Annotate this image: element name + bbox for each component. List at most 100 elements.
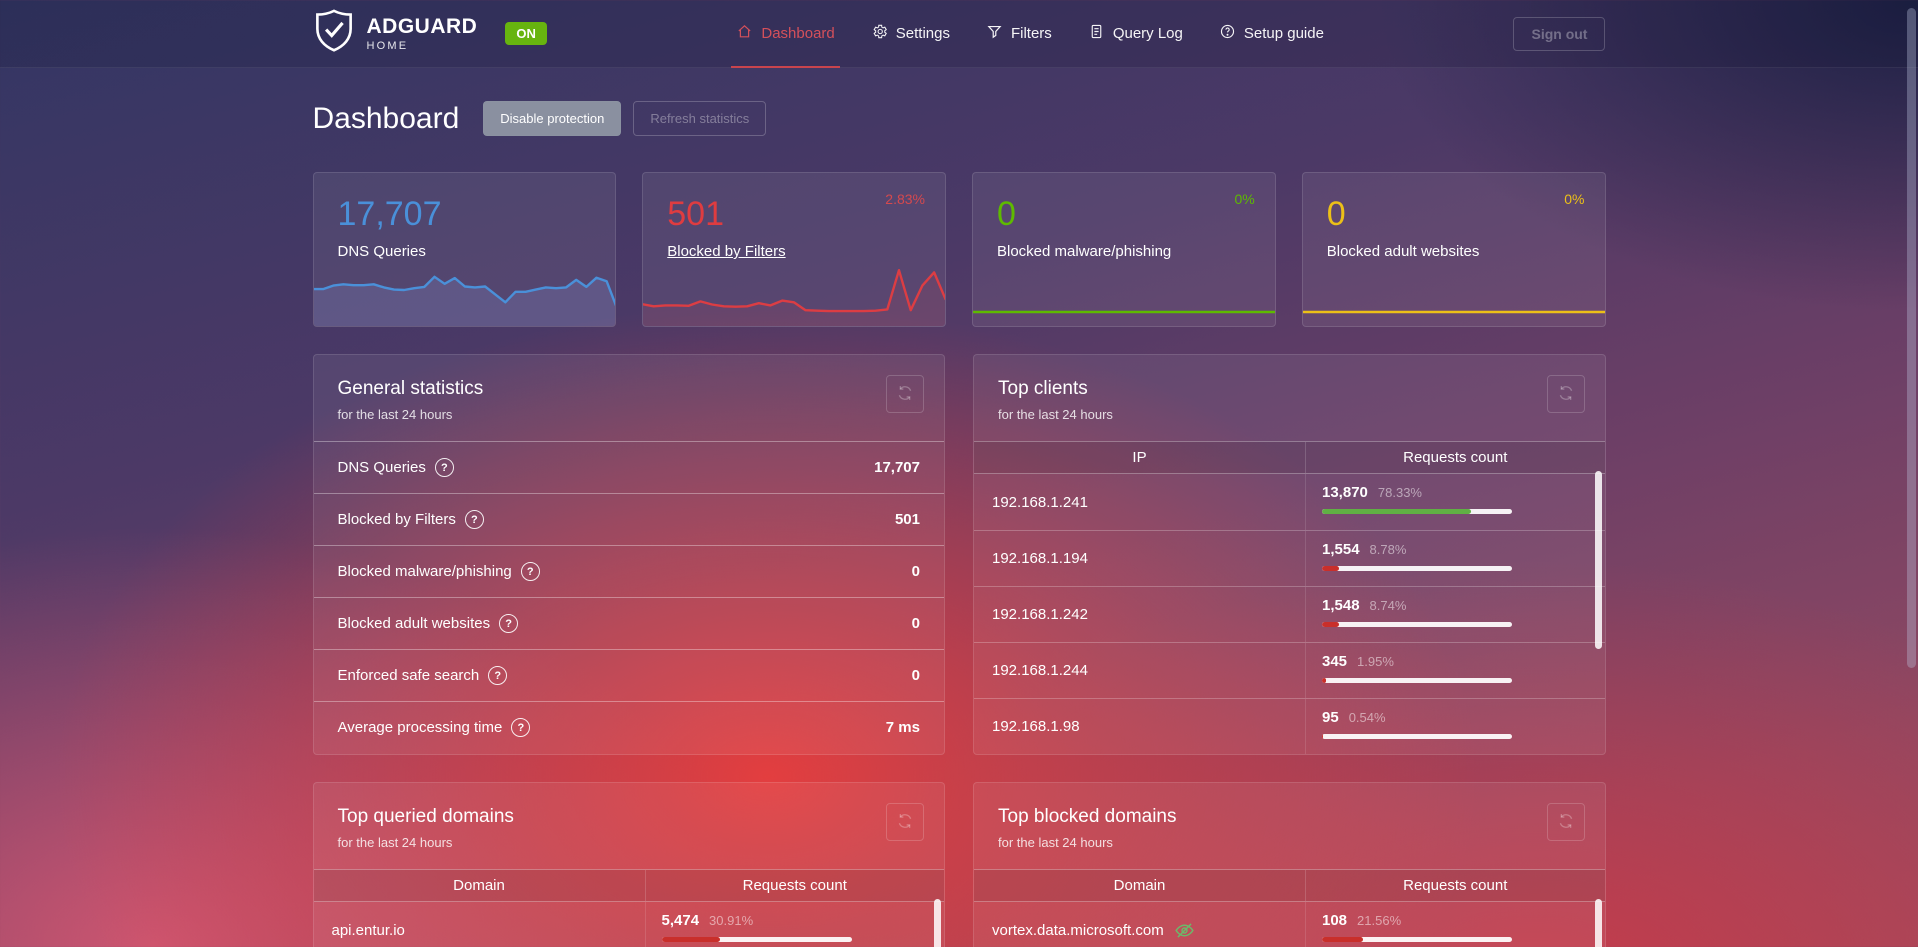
nav-item-label: Query Log [1112, 25, 1183, 42]
blocked-by-filters-link[interactable]: Blocked by Filters [667, 243, 786, 260]
requests-count: 95 [1322, 709, 1339, 726]
panel-title: Top blocked domains [998, 806, 1177, 827]
requests-percent: 1.95% [1357, 654, 1394, 669]
stat-label: Blocked malware/phishing [997, 243, 1172, 260]
panel-title: Top queried domains [337, 806, 514, 827]
card-blocked-by-filters: 501 Blocked by Filters 2.83% [642, 172, 946, 327]
panel-subtitle: for the last 24 hours [337, 835, 453, 850]
domain-name[interactable]: vortex.data.microsoft.com [992, 921, 1164, 939]
help-icon[interactable]: ? [520, 562, 540, 581]
refresh-statistics-button[interactable]: Refresh statistics [633, 101, 767, 136]
gear-icon [871, 23, 888, 44]
client-ip[interactable]: 192.168.1.241 [992, 493, 1088, 511]
card-blocked-adult: 0 Blocked adult websites 0% [1301, 172, 1606, 327]
requests-percent: 0.54% [1348, 710, 1386, 725]
top-blocked-domains-panel: Top blocked domains for the last 24 hour… [973, 782, 1606, 947]
stat-row-value: 0 [911, 667, 920, 684]
navbar: ADGUARD HOME ON Dashboard [0, 0, 1918, 68]
refresh-panel-button[interactable] [1546, 375, 1585, 413]
table-header: IP Requests count [974, 441, 1605, 474]
nav-item-settings[interactable]: Settings [871, 0, 950, 67]
stat-row-blocked-malware: Blocked malware/phishing? 0 [313, 545, 944, 597]
column-header-domain[interactable]: Domain [1113, 877, 1166, 894]
brand-name: ADGUARD [366, 14, 478, 38]
help-icon[interactable]: ? [511, 718, 531, 737]
requests-count: 108 [1322, 912, 1348, 929]
table-row: 192.168.1.242 1,548 8.74% [974, 586, 1605, 642]
nav-item-filters[interactable]: Filters [986, 0, 1052, 67]
panel-title: General statistics [337, 378, 484, 399]
table-scrollbar[interactable] [1594, 899, 1602, 947]
progress-bar [1322, 678, 1512, 683]
top-queried-domains-panel: Top queried domains for the last 24 hour… [312, 782, 945, 947]
help-icon[interactable]: ? [434, 458, 454, 477]
shield-logo-icon [313, 8, 355, 59]
home-icon [736, 23, 753, 44]
table-row: 192.168.1.98 95 0.54% [974, 698, 1605, 754]
adguard-home-brand[interactable]: ADGUARD HOME ON [313, 8, 547, 59]
refresh-panel-button[interactable] [1546, 803, 1585, 841]
stat-row-name: Blocked by Filters [337, 511, 456, 528]
stat-row-value: 0 [911, 563, 920, 580]
column-header-requests[interactable]: Requests count [644, 870, 945, 901]
stat-row-blocked-filters: Blocked by Filters? 501 [313, 493, 944, 545]
stat-value: 0 [1326, 195, 1346, 233]
disable-protection-button[interactable]: Disable protection [483, 101, 622, 136]
table-row: 192.168.1.241 13,870 78.33% [974, 474, 1605, 530]
column-header-ip[interactable]: IP [1132, 449, 1147, 466]
column-header-domain[interactable]: Domain [453, 877, 505, 894]
requests-count: 1,548 [1322, 597, 1360, 614]
document-icon [1088, 23, 1105, 44]
nav-menu: Dashboard Settings Filters [731, 0, 1324, 68]
stat-row-value: 7 ms [885, 719, 920, 736]
requests-percent: 30.91% [709, 913, 754, 928]
nav-item-label: Setup guide [1243, 25, 1324, 42]
panel-subtitle: for the last 24 hours [998, 407, 1113, 422]
refresh-panel-button[interactable] [886, 803, 924, 841]
stat-value: 17,707 [337, 195, 442, 233]
stat-row-value: 17,707 [874, 459, 920, 476]
stat-cards: 17,707 DNS Queries 501 Blocked by Filter… [312, 172, 1606, 327]
sign-out-button[interactable]: Sign out [1513, 16, 1606, 51]
progress-bar [1322, 622, 1512, 627]
requests-percent: 8.78% [1369, 542, 1407, 557]
progress-bar [661, 937, 852, 942]
refresh-panel-button[interactable] [886, 375, 924, 413]
eye-off-icon[interactable] [1174, 920, 1195, 941]
nav-item-label: Settings [895, 25, 950, 42]
table-scrollbar[interactable] [1594, 471, 1602, 649]
nav-item-query-log[interactable]: Query Log [1088, 0, 1183, 67]
domain-name[interactable]: api.entur.io [331, 921, 405, 939]
client-ip[interactable]: 192.168.1.98 [992, 718, 1080, 735]
top-clients-panel: Top clients for the last 24 hours IP Req… [973, 354, 1606, 755]
stat-row-safe-search: Enforced safe search? 0 [313, 649, 944, 701]
client-ip[interactable]: 192.168.1.242 [992, 606, 1088, 623]
client-ip[interactable]: 192.168.1.244 [992, 662, 1088, 679]
nav-item-setup-guide[interactable]: Setup guide [1219, 0, 1324, 67]
page-scrollbar[interactable] [1907, 8, 1916, 668]
card-dns-queries: 17,707 DNS Queries [312, 172, 617, 327]
table-row: 192.168.1.244 345 1.95% [974, 642, 1605, 698]
progress-bar [1322, 509, 1512, 514]
table-header: Domain Requests count [313, 869, 945, 902]
card-blocked-malware: 0 Blocked malware/phishing 0% [972, 172, 1276, 327]
panel-title: Top clients [998, 378, 1088, 399]
stat-row-value: 0 [911, 615, 920, 632]
requests-count: 13,870 [1322, 484, 1368, 501]
client-ip[interactable]: 192.168.1.194 [992, 550, 1088, 567]
nav-item-label: Filters [1010, 25, 1052, 42]
panel-subtitle: for the last 24 hours [998, 835, 1113, 850]
help-icon[interactable]: ? [464, 510, 484, 529]
help-icon[interactable]: ? [499, 614, 519, 633]
stat-row-value: 501 [894, 511, 920, 528]
refresh-icon [896, 384, 914, 405]
nav-item-dashboard[interactable]: Dashboard [731, 0, 841, 68]
nav-item-label: Dashboard [761, 25, 835, 42]
requests-count: 1,554 [1322, 541, 1360, 558]
column-header-requests[interactable]: Requests count [1305, 870, 1605, 901]
column-header-requests[interactable]: Requests count [1305, 442, 1605, 473]
stat-label: Blocked adult websites [1326, 243, 1480, 260]
stat-label: DNS Queries [337, 243, 426, 260]
table-scrollbar[interactable] [934, 899, 941, 947]
help-icon[interactable]: ? [488, 666, 508, 685]
